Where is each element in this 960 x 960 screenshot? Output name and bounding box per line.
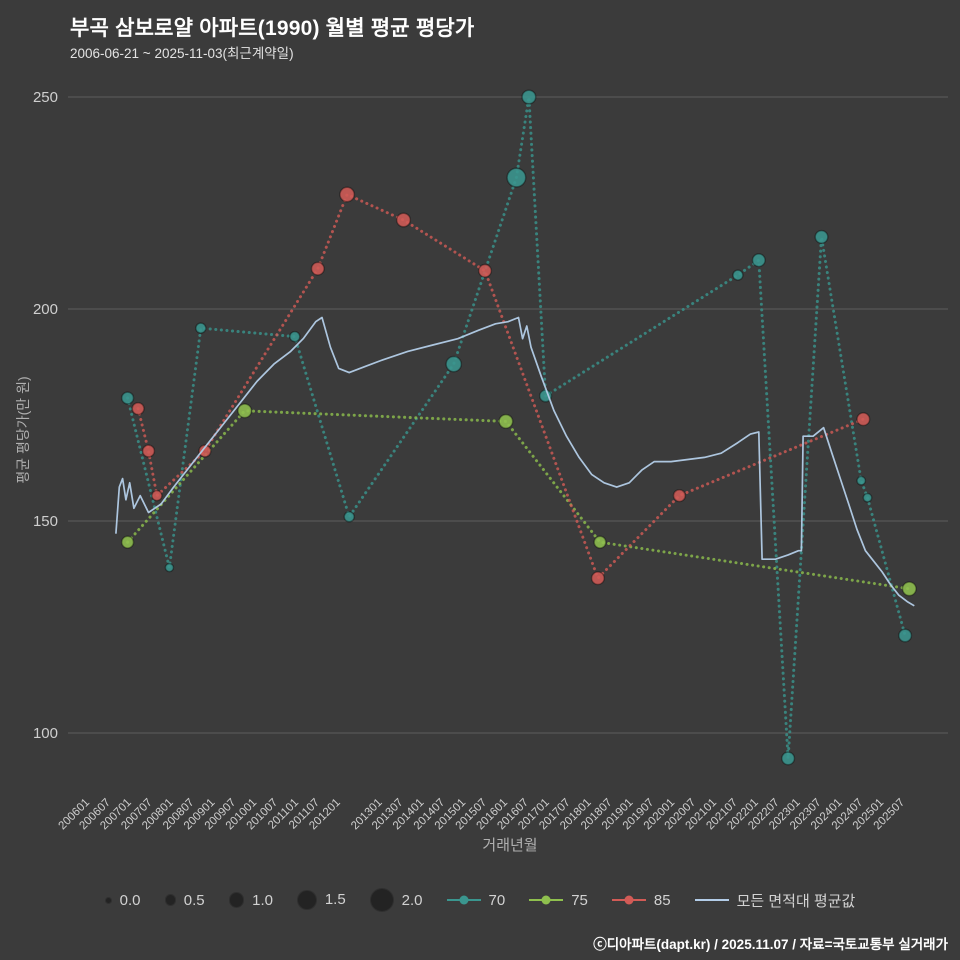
series-legend-label: 모든 면적대 평균값	[736, 892, 856, 910]
x-axis-title: 거래년월	[482, 837, 538, 854]
size-legend-label: 0.5	[183, 891, 205, 909]
series-connector-75	[126, 409, 911, 591]
data-point-70[interactable]	[289, 330, 301, 343]
data-point-85[interactable]	[339, 186, 356, 203]
data-point-70[interactable]	[751, 253, 766, 268]
size-legend-label: 1.5	[324, 891, 346, 909]
y-tick-label: 150	[33, 513, 58, 530]
data-point-85[interactable]	[590, 571, 605, 586]
data-point-75[interactable]	[237, 403, 253, 419]
data-point-70[interactable]	[732, 269, 744, 281]
y-axis-title: 평균 평당가(만 원)	[15, 376, 31, 484]
series-swatch-icon	[446, 895, 481, 905]
size-legend-item[interactable]: 0.5	[164, 891, 205, 909]
data-point-85[interactable]	[131, 401, 145, 416]
data-point-75[interactable]	[498, 413, 514, 429]
size-legend-item[interactable]: 1.5	[297, 890, 346, 910]
data-point-70[interactable]	[120, 391, 135, 405]
data-point-70[interactable]	[781, 751, 796, 766]
series-legend-label: 75	[571, 891, 588, 909]
data-point-70[interactable]	[343, 511, 355, 523]
size-legend-item[interactable]: 1.0	[228, 891, 274, 909]
data-point-75[interactable]	[593, 535, 607, 549]
series-legend-label: 70	[488, 891, 506, 909]
size-legend: 0.0 0.5 1.0 1.5 2.0	[104, 888, 423, 912]
data-point-85[interactable]	[141, 444, 156, 458]
size-legend-item[interactable]: 2.0	[369, 888, 423, 912]
size-legend-bubble-icon	[228, 892, 245, 908]
data-point-85[interactable]	[477, 263, 493, 278]
data-point-70[interactable]	[164, 562, 175, 573]
data-point-70[interactable]	[506, 167, 527, 188]
data-point-75[interactable]	[120, 535, 135, 549]
credit-footer: ⓒ디아파트(dapt.kr) / 2025.11.07 / 자료=국토교통부 실…	[593, 937, 948, 952]
series-legend: 70 75 85 모든 면적대 평균값	[446, 890, 856, 911]
data-point-70[interactable]	[521, 89, 537, 105]
data-point-70[interactable]	[862, 492, 873, 503]
data-point-70[interactable]	[195, 322, 207, 334]
data-point-85[interactable]	[310, 261, 325, 276]
data-point-85[interactable]	[198, 444, 212, 458]
chart-subtitle: 2006-06-21 ~ 2025-11-03(최근계약일)	[70, 46, 294, 61]
size-legend-bubble-icon	[104, 896, 112, 904]
data-point-70[interactable]	[856, 475, 867, 486]
data-point-85[interactable]	[395, 212, 412, 228]
size-legend-label: 2.0	[401, 891, 423, 909]
series-swatch-icon	[611, 895, 646, 905]
average-line	[115, 316, 915, 607]
data-point-70[interactable]	[898, 628, 913, 643]
size-legend-item[interactable]: 0.0	[104, 891, 141, 909]
size-legend-label: 1.0	[252, 891, 274, 909]
data-point-85[interactable]	[856, 412, 871, 427]
size-legend-bubble-icon	[297, 890, 317, 910]
size-legend-bubble-icon	[369, 888, 394, 912]
series-legend-label: 85	[653, 891, 671, 909]
series-swatch-icon	[694, 899, 729, 901]
size-legend-bubble-icon	[164, 894, 176, 906]
y-tick-label: 250	[33, 89, 58, 106]
y-tick-label: 200	[33, 301, 58, 318]
data-point-75[interactable]	[901, 581, 917, 597]
chart-title: 부곡 삼보로얄 아파트(1990) 월별 평균 평당가	[70, 17, 475, 40]
data-point-70[interactable]	[814, 229, 829, 244]
data-point-85[interactable]	[672, 488, 687, 503]
data-point-85[interactable]	[151, 489, 163, 502]
legend: 0.0 0.5 1.0 1.5 2.0 70 75 85 모든 면적대 평균값	[0, 888, 960, 912]
series-legend-item[interactable]: 85	[611, 891, 671, 909]
data-point-70[interactable]	[445, 355, 463, 373]
y-tick-label: 100	[33, 725, 58, 742]
size-legend-label: 0.0	[119, 891, 141, 909]
series-legend-item[interactable]: 70	[446, 891, 506, 909]
series-swatch-icon	[529, 895, 564, 905]
series-legend-item[interactable]: 75	[529, 892, 588, 909]
series-connector-70	[126, 96, 907, 759]
series-legend-item[interactable]: 모든 면적대 평균값	[694, 890, 856, 911]
